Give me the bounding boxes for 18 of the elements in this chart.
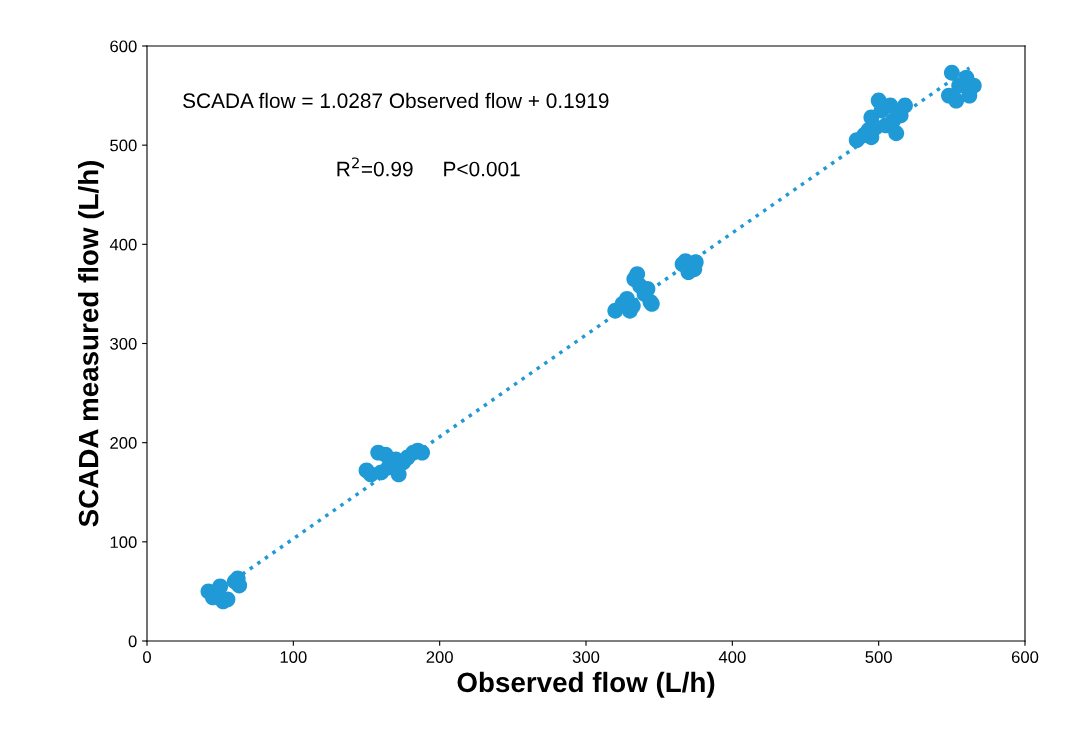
x-axis-title: Observed flow (L/h) — [457, 671, 715, 698]
y-tick-label: 300 — [110, 337, 137, 350]
y-tick-label: 500 — [110, 139, 137, 152]
x-tick-label: 0 — [143, 651, 151, 663]
y-tick-label: 100 — [110, 536, 137, 549]
annotation: R$^{2}$=0.99 P<0.001 — [337, 157, 520, 177]
y-tick-label: 400 — [109, 238, 137, 251]
x-tick-label: 200 — [426, 651, 453, 663]
x-tick-label: 400 — [718, 651, 746, 663]
x-tick-label: 300 — [572, 651, 600, 663]
y-axis-title: SCADA measured flow (L/h) — [78, 160, 104, 527]
y-tick-label: 600 — [110, 40, 137, 53]
x-tick-label: 600 — [1011, 651, 1039, 663]
y-tick-label: 0 — [128, 635, 137, 648]
x-tick-label: 500 — [865, 651, 892, 663]
x-tick-label: 100 — [280, 651, 307, 663]
y-tick-label: 200 — [110, 437, 137, 449]
annotation: SCADA flow = 1.0287 Observed flow + 0.1919 — [183, 92, 609, 109]
